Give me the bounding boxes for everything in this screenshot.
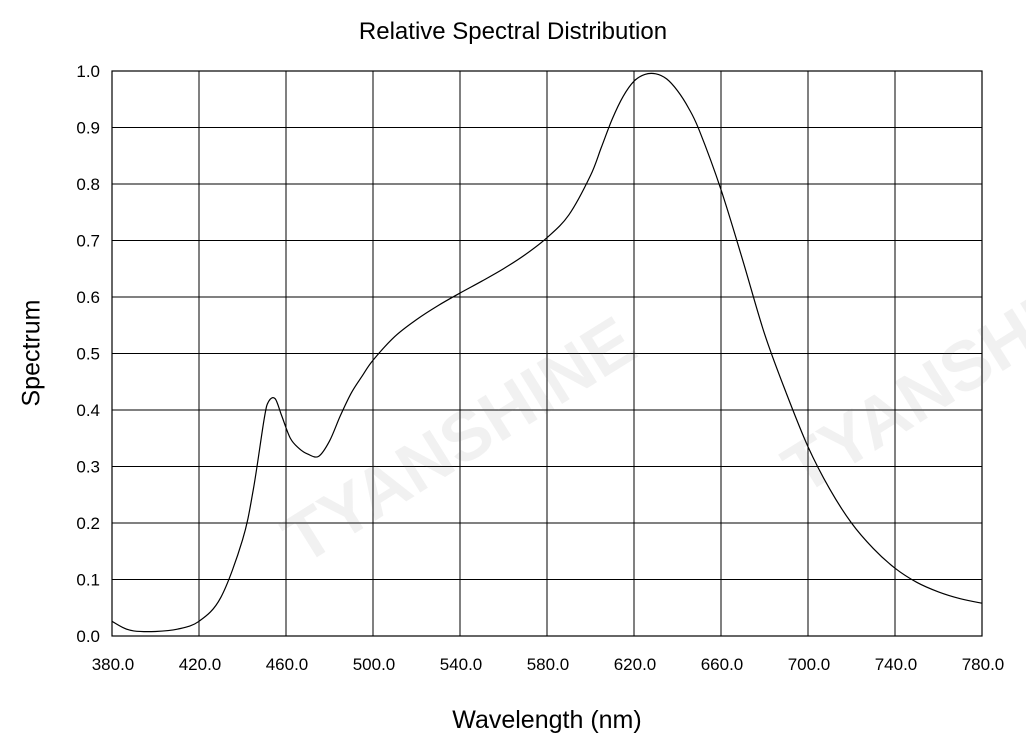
- y-tick-label: 0.7: [76, 232, 100, 251]
- y-tick-label: 0.0: [76, 627, 100, 646]
- plot-frame: [111, 70, 983, 637]
- y-tick-label: 1.0: [76, 62, 100, 81]
- y-tick-label: 0.4: [76, 401, 100, 420]
- y-tick-label: 0.1: [76, 571, 100, 590]
- y-tick-labels: 0.0 0.1 0.2 0.3 0.4 0.5 0.6 0.7 0.8 0.9 1.0: [76, 62, 100, 646]
- x-tick-label: 380.0: [92, 655, 135, 674]
- x-tick-labels: 380.0 420.0 460.0 500.0 540.0 580.0 620.0 660.0…: [92, 655, 1005, 674]
- x-tick-label: 700.0: [788, 655, 831, 674]
- x-axis-label: Wavelength (nm): [452, 706, 642, 734]
- y-tick-label: 0.8: [76, 175, 100, 194]
- x-tick-label: 500.0: [353, 655, 396, 674]
- x-tick-label: 420.0: [179, 655, 222, 674]
- x-tick-label: 580.0: [527, 655, 570, 674]
- x-tick-label: 540.0: [440, 655, 483, 674]
- y-tick-label: 0.9: [76, 119, 100, 138]
- y-tick-label: 0.6: [76, 288, 100, 307]
- y-axis-label: Spectrum: [17, 299, 46, 407]
- chart-title: Relative Spectral Distribution: [358, 18, 668, 45]
- grid-lines: [111, 70, 983, 637]
- x-tick-label: 460.0: [266, 655, 309, 674]
- y-tick-label: 0.3: [76, 458, 100, 477]
- y-tick-label: 0.2: [76, 514, 100, 533]
- x-tick-label: 780.0: [962, 655, 1005, 674]
- x-tick-label: 620.0: [614, 655, 657, 674]
- x-tick-label: 740.0: [875, 655, 918, 674]
- x-tick-label: 660.0: [701, 655, 744, 674]
- y-tick-label: 0.5: [76, 345, 100, 364]
- spectrum-line: [111, 72, 983, 633]
